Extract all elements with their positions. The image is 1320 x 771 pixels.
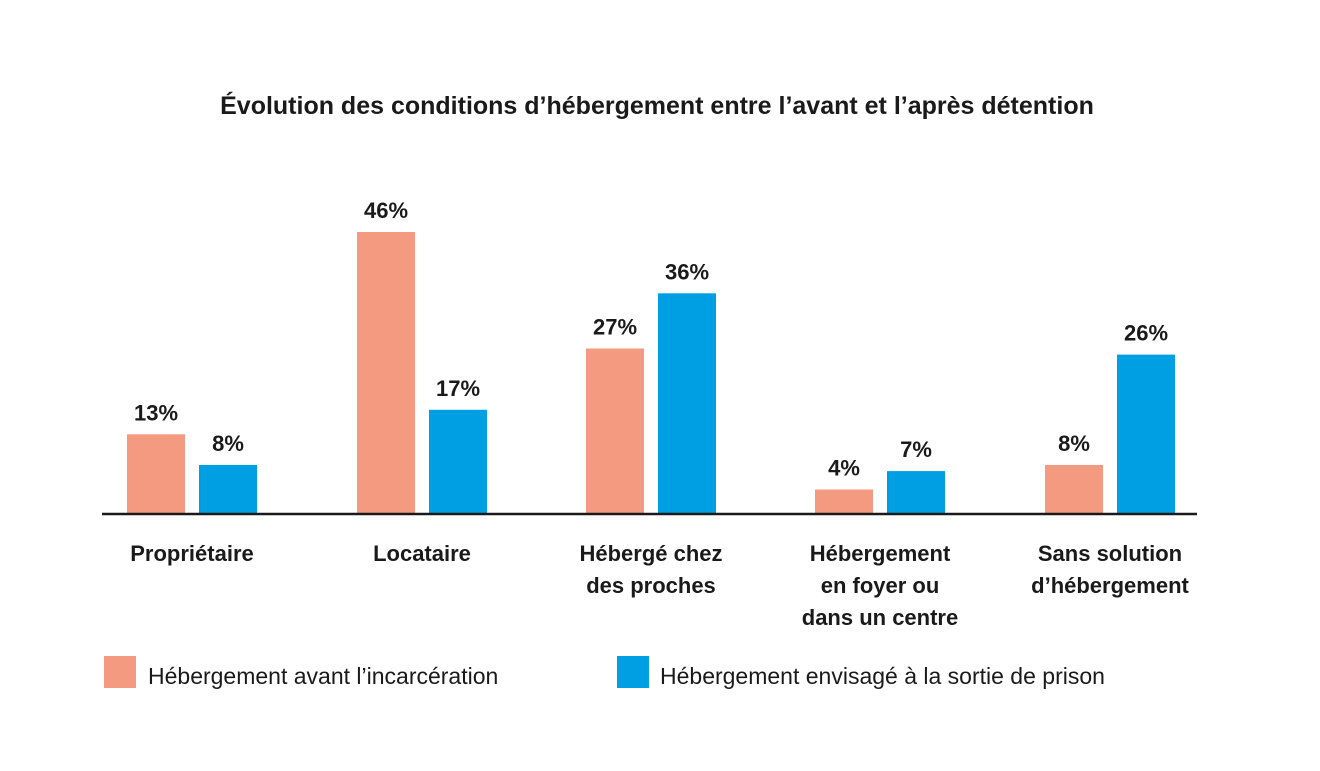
bar-series2-cat4: [887, 471, 945, 514]
value-label-series2-cat2: 17%: [436, 376, 480, 401]
bar-series1-cat5: [1045, 464, 1103, 514]
bar-series1-cat1: [127, 434, 185, 514]
category-labels-layer: Propriétaire Locataire Hébergé chez des pro…: [130, 541, 1189, 630]
value-label-series2-cat1: 8%: [212, 431, 244, 456]
legend-swatch-2: [617, 656, 649, 688]
bar-series2-cat3: [658, 293, 716, 514]
value-labels-layer: 13% 46% 27% 4% 8% 8% 17% 36% 7% 26%: [134, 198, 1168, 480]
bar-series2-cat1: [199, 464, 257, 514]
bar-series2-cat5: [1117, 354, 1175, 514]
bar-series1-cat3: [586, 348, 644, 514]
value-label-series1-cat2: 46%: [364, 198, 408, 223]
category-label-5: Sans solution d’hébergement: [1031, 541, 1189, 598]
chart-title: Évolution des conditions d’hébergement e…: [220, 91, 1094, 120]
category-label-4: Hébergement en foyer ou dans un centre: [802, 541, 958, 630]
value-label-series2-cat3: 36%: [665, 259, 709, 284]
value-label-series1-cat1: 13%: [134, 400, 178, 425]
bars-layer: [127, 232, 1175, 514]
value-label-series1-cat4: 4%: [828, 455, 860, 480]
legend-swatch-1: [104, 656, 136, 688]
value-label-series2-cat4: 7%: [900, 437, 932, 462]
value-label-series1-cat3: 27%: [593, 314, 637, 339]
bar-series2-cat2: [429, 409, 487, 514]
category-label-3: Hébergé chez des proches: [579, 541, 722, 598]
category-label-1: Propriétaire: [130, 541, 254, 566]
value-label-series1-cat5: 8%: [1058, 431, 1090, 456]
bar-series1-cat2: [357, 232, 415, 514]
category-label-2: Locataire: [373, 541, 471, 566]
bar-series1-cat4: [815, 489, 873, 514]
legend-label-2: Hébergement envisagé à la sortie de pris…: [660, 663, 1105, 689]
value-label-series2-cat5: 26%: [1124, 321, 1168, 346]
legend: Hébergement avant l’incarcération Héberge…: [104, 656, 1105, 689]
legend-label-1: Hébergement avant l’incarcération: [148, 663, 498, 689]
